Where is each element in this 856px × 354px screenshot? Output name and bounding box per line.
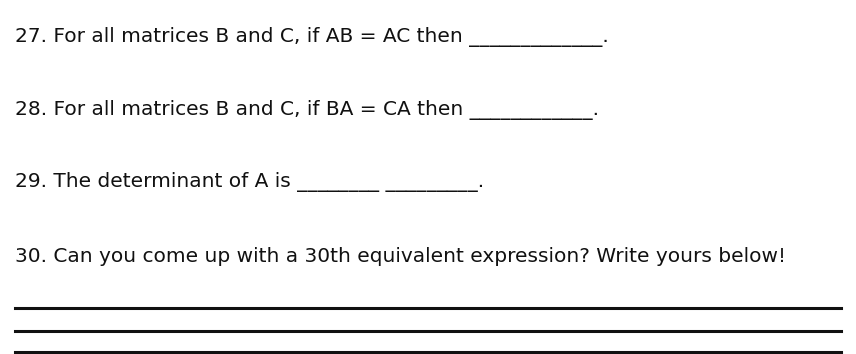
Text: 29. The determinant of A is ________ _________.: 29. The determinant of A is ________ ___… — [15, 172, 484, 192]
Text: 30. Can you come up with a 30th equivalent expression? Write yours below!: 30. Can you come up with a 30th equivale… — [15, 247, 787, 266]
Text: 28. For all matrices B and C, if BA = CA then ____________.: 28. For all matrices B and C, if BA = CA… — [15, 100, 599, 120]
Text: 27. For all matrices B and C, if AB = AC then _____________.: 27. For all matrices B and C, if AB = AC… — [15, 27, 609, 47]
